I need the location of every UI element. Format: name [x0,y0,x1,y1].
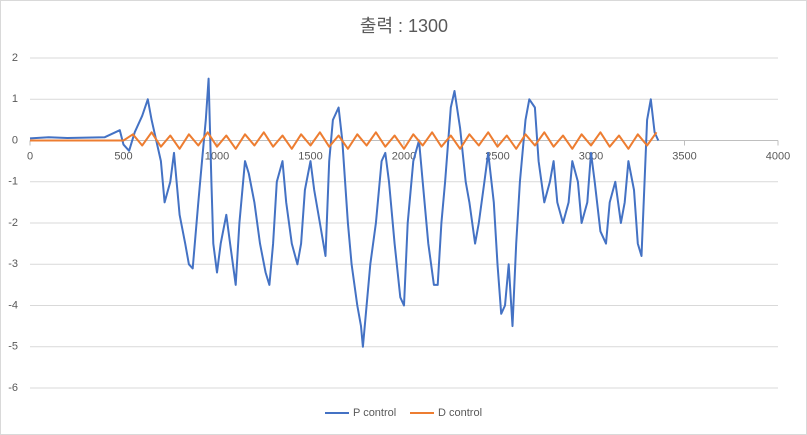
y-tick-label: 1 [12,93,18,105]
x-tick-label: 1500 [298,150,322,162]
x-tick-label: 2000 [392,150,416,162]
y-tick-label: 0 [12,134,18,146]
y-tick-label: -2 [8,217,18,229]
y-tick-label: -5 [8,341,18,353]
x-tick-label: 500 [114,150,132,162]
x-tick-label: 2500 [485,150,509,162]
legend-label: P control [353,407,396,419]
legend-label: D control [438,407,482,419]
x-tick-label: 1000 [205,150,229,162]
series-line [30,131,658,150]
chart-title: 출력 : 1300 [360,16,448,36]
x-tick-label: 3500 [672,150,696,162]
y-tick-label: -6 [8,382,18,394]
x-tick-label: 4000 [766,150,790,162]
series-line [29,77,660,348]
x-tick-label: 0 [27,150,33,162]
y-tick-label: -1 [8,176,18,188]
y-tick-label: -4 [8,299,18,311]
y-tick-label: 2 [12,52,18,64]
y-tick-label: -3 [8,258,18,270]
